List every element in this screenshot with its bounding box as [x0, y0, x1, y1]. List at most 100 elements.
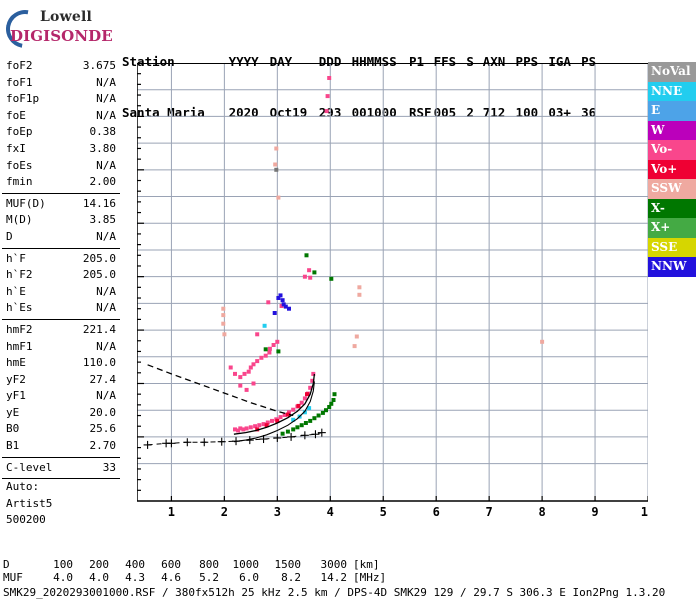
- param-row: yF2 27.4: [6, 372, 116, 389]
- footer-line: SMK29_2020293001000.RSF / 380fx512h 25 k…: [3, 586, 666, 599]
- series-ssw: [221, 146, 545, 349]
- param-key: foF1: [6, 75, 33, 89]
- header-label-1: YYYY: [228, 54, 259, 69]
- x-tick-label: 4: [327, 505, 334, 519]
- param-row: foEs N/A: [6, 158, 116, 175]
- distance-label: D: [3, 558, 10, 571]
- param-value: 205.0: [82, 268, 116, 282]
- x-tick-label: 3: [274, 505, 281, 519]
- param-value: 2.70: [89, 439, 117, 453]
- header-label-10: IGA: [548, 54, 571, 69]
- muf-value-7: 14.2: [320, 571, 348, 584]
- param-group-virtual-heights: h`F 205.0 h`F2 205.0 h`E N/A h`Es N/A: [2, 251, 120, 317]
- plot-data-points: [143, 76, 545, 449]
- legend-item-x-[interactable]: X-: [648, 198, 696, 218]
- param-key: yF1: [6, 389, 26, 403]
- header-label-11: PS: [581, 54, 597, 69]
- legend-item-noval[interactable]: NoVal: [648, 62, 696, 82]
- param-key: fxI: [6, 141, 26, 155]
- logo-brand-bottom: DIGISONDE: [10, 27, 113, 45]
- distance-value-6: 1500: [274, 558, 302, 571]
- param-row: C-level 33: [6, 460, 116, 477]
- header-label-8: AXN: [482, 54, 506, 69]
- header-label-6: FFS: [433, 54, 457, 69]
- series-nne: [262, 323, 312, 422]
- series-vo-: [228, 76, 332, 433]
- param-row: foEp 0.38: [6, 124, 116, 141]
- autoscaler-line: Auto:: [6, 480, 40, 493]
- param-key: hmF1: [6, 339, 33, 353]
- x-tick-label: 9: [591, 505, 598, 519]
- muf-value-4: 5.2: [199, 571, 219, 584]
- param-row: D N/A: [6, 229, 116, 246]
- legend-item-nnw[interactable]: NNW: [648, 257, 696, 277]
- param-key: yE: [6, 405, 20, 419]
- legend-item-w[interactable]: W: [648, 120, 696, 140]
- legend-item-e[interactable]: E: [648, 101, 696, 121]
- param-group-muf: MUF(D) 14.16 M(D) 3.85 D N/A: [2, 196, 120, 246]
- legend-item-nne[interactable]: NNE: [648, 81, 696, 101]
- legend-item-vo-[interactable]: Vo+: [648, 159, 696, 179]
- param-key: h`E: [6, 284, 26, 298]
- param-row: yF1 N/A: [6, 388, 116, 405]
- x-tick-label: 2: [221, 505, 228, 519]
- param-row: B0 25.6: [6, 421, 116, 438]
- distance-value-2: 400: [125, 558, 145, 571]
- param-key: M(D): [6, 213, 33, 227]
- param-value: 0.38: [89, 125, 117, 139]
- series-profile: [143, 428, 326, 449]
- param-key: yF2: [6, 372, 26, 386]
- legend-item-vo-[interactable]: Vo-: [648, 140, 696, 160]
- legend-item-ssw[interactable]: SSW: [648, 179, 696, 199]
- distance-value-5: 1000: [232, 558, 260, 571]
- muf-label: MUF: [3, 571, 23, 584]
- param-row: MUF(D) 14.16: [6, 196, 116, 213]
- param-key: foEs: [6, 158, 33, 172]
- legend-item-x-[interactable]: X+: [648, 218, 696, 238]
- param-row: M(D) 3.85: [6, 212, 116, 229]
- distance-row: D 100 200 400 600 800 1000 1500 3000 [km]: [3, 558, 403, 571]
- param-value: 25.6: [89, 422, 117, 436]
- param-key: C-level: [6, 460, 53, 474]
- lowell-digisonde-logo: Lowell DIGISONDE: [0, 2, 124, 56]
- header-label-3: DDD: [318, 54, 342, 69]
- x-tick-label: 5: [380, 505, 387, 519]
- polarization-legend[interactable]: NoVal NNE E W Vo- Vo+ SSW X- X+ SSE NNW: [648, 62, 696, 277]
- param-row: foF1 N/A: [6, 75, 116, 92]
- param-key: foE: [6, 108, 26, 122]
- x-tick-label: 7: [486, 505, 493, 519]
- plot-gridlines: [137, 63, 648, 501]
- series-noval: [274, 167, 279, 172]
- x-tick-label: 1: [168, 505, 175, 519]
- param-value: 27.4: [89, 372, 117, 386]
- param-row: yE 20.0: [6, 405, 116, 422]
- param-value: N/A: [96, 92, 116, 106]
- muf-value-3: 4.6: [161, 571, 181, 584]
- param-key: B1: [6, 439, 20, 453]
- muf-value-1: 4.0: [89, 571, 109, 584]
- param-value: N/A: [96, 108, 116, 122]
- legend-item-sse[interactable]: SSE: [648, 237, 696, 257]
- param-key: foEp: [6, 125, 33, 139]
- distance-unit: [km]: [353, 558, 380, 571]
- param-group-profile: hmF2 221.4 hmF1 N/A hmE 110.0 yF2 27.4 yF1 N/A yE 2…: [2, 322, 120, 455]
- param-key: h`F2: [6, 268, 33, 282]
- distance-value-1: 200: [89, 558, 109, 571]
- param-row: h`E N/A: [6, 284, 116, 301]
- autoscaler-info: Auto: Artist5 500200: [2, 479, 120, 529]
- param-row: hmE 110.0: [6, 355, 116, 372]
- series-vo-: [255, 392, 309, 432]
- param-group-frequencies: foF2 3.675 foF1 N/A foF1p N/A foE N/A foEp 0.38 fx…: [2, 58, 120, 191]
- param-value: 221.4: [82, 322, 116, 336]
- distance-value-4: 800: [199, 558, 219, 571]
- ionogram-canvas[interactable]: 20030040050060070080090080 12345678910: [137, 63, 648, 519]
- param-value: N/A: [96, 229, 116, 243]
- param-value: 110.0: [82, 356, 116, 370]
- header-label-2: DAY: [269, 54, 293, 69]
- param-key: foF2: [6, 59, 33, 72]
- param-row: hmF2 221.4: [6, 322, 116, 339]
- header-value-7: 2: [466, 105, 474, 120]
- ionogram-plot[interactable]: 20030040050060070080090080 12345678910: [137, 63, 648, 519]
- param-value: 3.85: [89, 213, 117, 227]
- param-row: h`F2 205.0: [6, 267, 116, 284]
